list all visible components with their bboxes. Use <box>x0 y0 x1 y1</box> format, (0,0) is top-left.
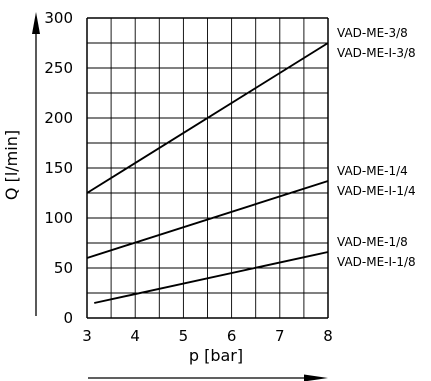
y-tick-label: 200 <box>44 109 73 127</box>
x-tick-label: 6 <box>227 327 237 345</box>
series-labels: VAD-ME-3/8 VAD-ME-I-3/8 VAD-ME-1/4 VAD-ME-I… <box>337 26 416 269</box>
y-tick-label: 300 <box>44 9 73 27</box>
x-axis-label: p [bar] <box>189 346 243 365</box>
x-tick-labels: 3 4 5 6 7 8 <box>82 327 333 345</box>
series-label: VAD-ME-I-1/4 <box>337 184 416 198</box>
series-label: VAD-ME-I-1/8 <box>337 255 416 269</box>
series-label: VAD-ME-1/8 <box>337 235 408 249</box>
x-tick-label: 8 <box>323 327 333 345</box>
x-direction-arrow <box>88 374 328 381</box>
x-tick-label: 7 <box>275 327 285 345</box>
series-label: VAD-ME-I-3/8 <box>337 46 416 60</box>
series-label: VAD-ME-3/8 <box>337 26 408 40</box>
y-tick-labels: 0 50 100 150 200 250 300 <box>44 9 73 327</box>
x-tick-label: 4 <box>130 327 140 345</box>
series-lines <box>86 42 329 304</box>
series-line <box>86 180 329 259</box>
x-tick-label: 3 <box>82 327 92 345</box>
series-line <box>94 251 329 304</box>
y-tick-label: 50 <box>54 259 73 277</box>
series-label: VAD-ME-1/4 <box>337 164 408 178</box>
y-axis-label: Q [l/min] <box>2 130 21 200</box>
y-tick-label: 0 <box>63 309 73 327</box>
y-direction-arrow <box>32 12 40 316</box>
y-tick-label: 250 <box>44 59 73 77</box>
plot-frame <box>86 17 329 319</box>
series-line <box>86 42 329 194</box>
y-tick-label: 150 <box>44 159 73 177</box>
y-tick-label: 100 <box>44 209 73 227</box>
grid <box>86 17 329 319</box>
x-tick-label: 5 <box>179 327 189 345</box>
